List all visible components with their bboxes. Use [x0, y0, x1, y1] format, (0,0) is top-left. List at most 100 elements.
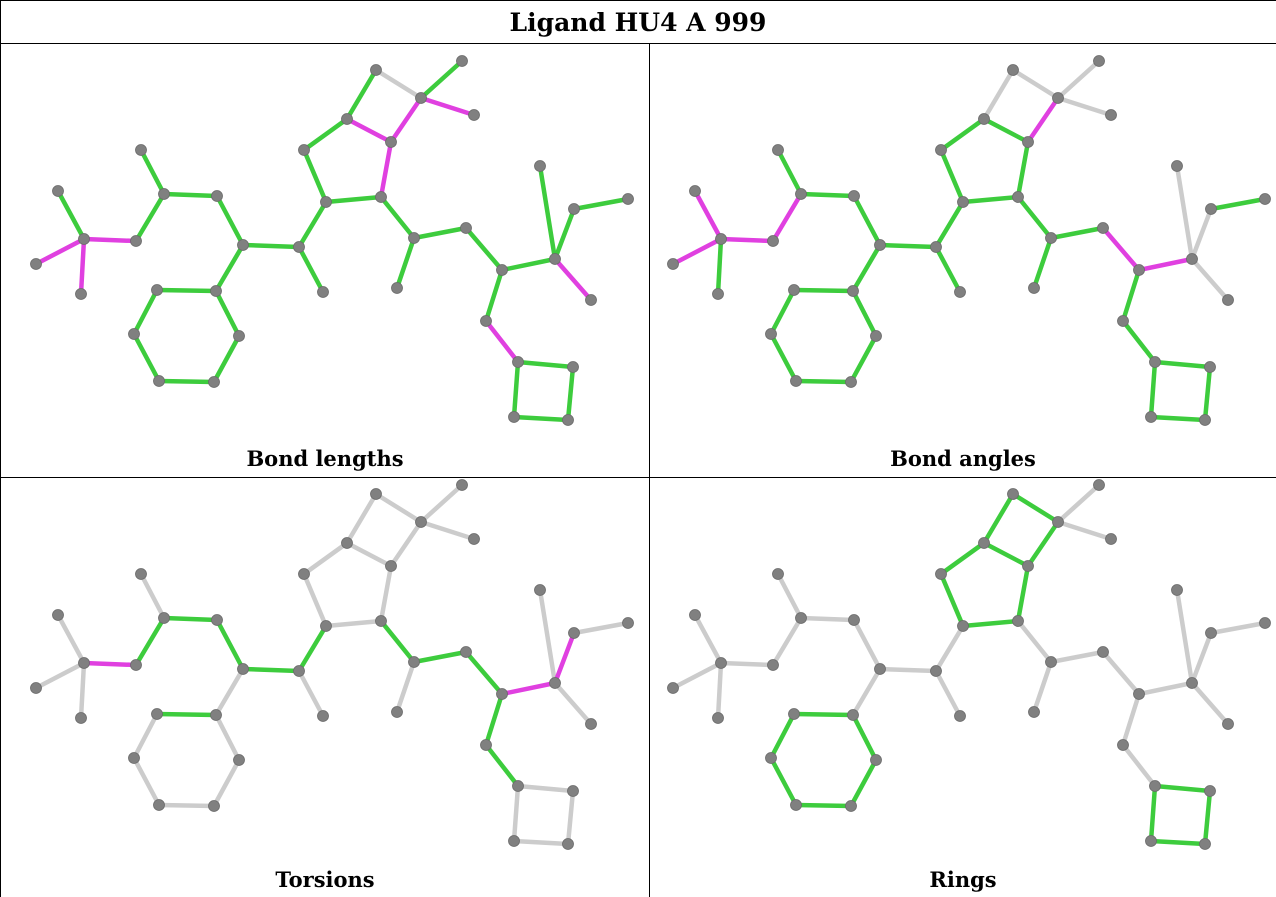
- atom: [370, 64, 382, 76]
- atoms: [667, 479, 1271, 850]
- atom: [622, 617, 634, 629]
- bond-pass: [296, 199, 329, 250]
- bond-pass: [411, 649, 469, 665]
- bond-unassessed: [33, 660, 87, 691]
- atom: [468, 109, 480, 121]
- bond-pass: [791, 287, 856, 294]
- atom: [567, 361, 579, 373]
- atom: [712, 712, 724, 724]
- bond-pass: [1015, 563, 1031, 624]
- bond-pass: [1208, 196, 1268, 212]
- atom: [568, 203, 580, 215]
- atom: [1012, 615, 1024, 627]
- bond-unassessed: [344, 491, 379, 546]
- atom: [930, 665, 942, 677]
- panel-bond-lengths: Bond lengths: [1, 44, 649, 477]
- caption-torsions: Torsions: [275, 867, 375, 892]
- atom: [1105, 109, 1117, 121]
- bond-unassessed: [1189, 256, 1231, 303]
- bond-pass: [511, 359, 521, 420]
- bond-pass: [565, 364, 576, 423]
- bond-pass: [240, 666, 302, 674]
- atom: [233, 330, 245, 342]
- atom: [715, 657, 727, 669]
- bond-pass: [793, 802, 854, 809]
- bond-unassessed: [1055, 519, 1114, 542]
- atom: [158, 612, 170, 624]
- atom: [1097, 646, 1109, 658]
- atom: [772, 568, 784, 580]
- bond-pass: [161, 191, 220, 199]
- atom: [317, 286, 329, 298]
- bond-pass: [411, 225, 469, 241]
- border-middle-row: [0, 477, 1276, 478]
- bond-outlier: [1136, 256, 1195, 273]
- bond-pass: [768, 287, 797, 337]
- atom: [1022, 136, 1034, 148]
- bond-unassessed: [1055, 482, 1102, 525]
- atom: [75, 288, 87, 300]
- bond-pass: [1010, 491, 1061, 525]
- bond-outlier: [378, 139, 394, 200]
- atom: [52, 185, 64, 197]
- atom: [496, 688, 508, 700]
- bond-pass: [323, 194, 384, 205]
- atom: [1149, 780, 1161, 792]
- atom: [375, 615, 387, 627]
- panel-bond-angles: Bond angles: [650, 44, 1276, 477]
- atom: [847, 285, 859, 297]
- bond-pass: [394, 235, 417, 291]
- atom: [874, 239, 886, 251]
- bond-unassessed: [1120, 691, 1142, 748]
- bond-unassessed: [211, 757, 242, 809]
- atom: [1199, 838, 1211, 850]
- atom: [341, 537, 353, 549]
- bond-pass: [768, 331, 799, 384]
- atom: [954, 710, 966, 722]
- atom: [320, 196, 332, 208]
- atom: [320, 620, 332, 632]
- bond-unassessed: [1136, 680, 1195, 697]
- bond-unassessed: [851, 617, 883, 672]
- bond-pass: [138, 147, 167, 197]
- atom: [128, 328, 140, 340]
- atom: [153, 799, 165, 811]
- bond-pass: [515, 359, 576, 370]
- bond-unassessed: [1031, 659, 1054, 715]
- atom: [1045, 232, 1057, 244]
- atom: [795, 188, 807, 200]
- atom: [468, 533, 480, 545]
- bond-unassessed: [571, 620, 631, 636]
- atom: [460, 222, 472, 234]
- bond-pass: [791, 711, 856, 718]
- atom: [1205, 627, 1217, 639]
- bond-pass: [1120, 267, 1142, 324]
- bond-outlier: [388, 95, 424, 145]
- atom: [370, 488, 382, 500]
- atom: [1222, 718, 1234, 730]
- atom: [391, 706, 403, 718]
- bond-pass: [938, 116, 987, 153]
- bond-pass: [483, 742, 521, 789]
- bond-unassessed: [344, 540, 394, 569]
- atom: [767, 659, 779, 671]
- bond-pass: [344, 67, 379, 122]
- atom: [1259, 193, 1271, 205]
- border-middle-col: [649, 43, 650, 897]
- bond-unassessed: [388, 519, 424, 569]
- bond-unassessed: [418, 482, 465, 525]
- atom: [848, 190, 860, 202]
- atom: [385, 560, 397, 572]
- bond-unassessed: [55, 612, 87, 666]
- atom: [1149, 356, 1161, 368]
- atom: [790, 799, 802, 811]
- bond-pass: [933, 244, 963, 295]
- bond-pass: [981, 116, 1031, 145]
- bond-unassessed: [565, 788, 576, 847]
- caption-bond-angles: Bond angles: [890, 446, 1036, 471]
- atom: [549, 677, 561, 689]
- bond-unassessed: [552, 680, 594, 727]
- atom: [1117, 315, 1129, 327]
- atom: [130, 235, 142, 247]
- bond-pass: [463, 649, 505, 697]
